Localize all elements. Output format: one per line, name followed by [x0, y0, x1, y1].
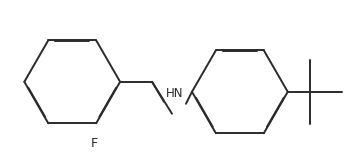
- Text: F: F: [91, 137, 98, 150]
- Text: HN: HN: [166, 87, 183, 100]
